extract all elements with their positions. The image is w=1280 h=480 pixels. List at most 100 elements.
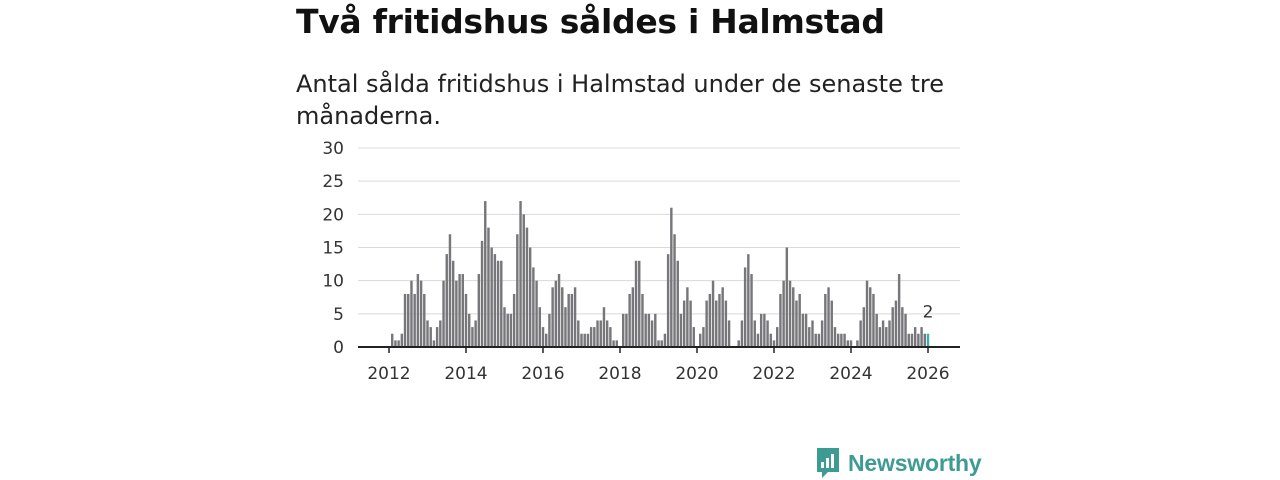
bar [570,293,574,347]
bar [403,293,407,347]
bar-highlight [926,333,930,347]
bar [577,320,580,347]
bar [676,260,679,347]
bar [814,333,817,347]
bar [464,293,468,347]
highlight-value-label: 2 [923,303,934,323]
bar [522,214,525,347]
bar [878,327,882,347]
bar [509,313,513,347]
bar [788,280,792,347]
bar [500,260,503,347]
bar [413,293,416,347]
bar [583,333,586,347]
y-tick-label: 30 [322,139,344,159]
bar [573,287,577,347]
bar [429,327,432,347]
bar [894,300,898,347]
bar [442,280,445,347]
bar [484,201,487,347]
bar [541,327,545,347]
bar [663,333,667,347]
bar [827,287,830,347]
bar [836,333,840,347]
y-tick-label: 5 [333,305,344,325]
bar [856,340,859,347]
bar [920,327,923,347]
bar [785,247,789,347]
bar [897,274,901,347]
bar [512,293,516,347]
bar [599,320,602,347]
bar [804,313,808,347]
bar [506,313,509,347]
bar [913,327,917,347]
bar [490,247,493,347]
bar [862,307,866,347]
bar [891,307,894,347]
x-tick-label: 2014 [444,364,487,384]
bar [679,313,683,347]
y-tick-label: 0 [333,338,344,358]
bar [775,327,779,347]
bar [496,260,500,347]
bar [609,327,612,347]
bar [419,280,423,347]
bar [907,333,910,347]
newsworthy-logo-icon [817,448,839,478]
bar [824,293,827,347]
bar [753,320,756,347]
bar [445,254,448,347]
bar [673,234,676,347]
bar [740,320,744,347]
bar [589,327,593,347]
bar [833,327,837,347]
bar [625,313,628,347]
bar [650,320,654,347]
bar [467,313,471,347]
y-tick-label: 20 [322,205,344,225]
x-tick-label: 2024 [829,364,872,384]
bar [698,333,702,347]
bar [532,267,535,347]
bar [605,320,609,347]
bar [686,287,689,347]
bar [477,274,481,347]
bar [766,320,769,347]
bar [621,313,625,347]
bar [772,340,776,347]
bar [750,274,753,347]
bar [631,287,635,347]
bar [724,300,728,347]
bar [830,300,833,347]
bar [596,320,599,347]
newsworthy-logo-text: Newsworthy [848,449,982,476]
bar [904,313,907,347]
bar [416,274,420,347]
bar [820,320,824,347]
bar [763,313,766,347]
bar [721,287,724,347]
x-tick-label: 2026 [906,364,949,384]
bar [455,280,458,347]
x-tick-label: 2018 [598,364,641,384]
bar [660,340,663,347]
bar [586,333,590,347]
bar [493,254,497,347]
bar [901,307,904,347]
bar [634,260,638,347]
bar [711,280,715,347]
bar [538,307,542,347]
bar [798,293,801,347]
bar [885,327,888,347]
bar [795,300,798,347]
y-tick-label: 15 [322,239,344,259]
bar [548,313,551,347]
chart-title: Två fritidshus såldes i Halmstad [296,2,885,41]
bar [702,327,705,347]
bar [718,293,721,347]
bar [528,247,532,347]
bar [737,340,740,347]
bar [792,287,795,347]
